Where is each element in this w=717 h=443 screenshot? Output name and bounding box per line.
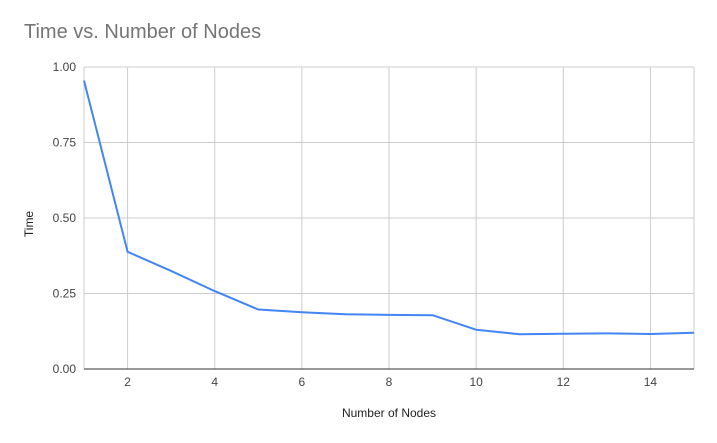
chart-title: Time vs. Number of Nodes bbox=[24, 21, 262, 43]
x-tick-label: 4 bbox=[211, 375, 218, 389]
y-tick-label: 1.00 bbox=[53, 60, 77, 74]
series-layer bbox=[83, 80, 695, 336]
x-tick-label: 2 bbox=[124, 375, 131, 389]
x-tick-label: 6 bbox=[299, 375, 306, 389]
gridlines bbox=[83, 66, 695, 370]
x-tick-label: 10 bbox=[469, 375, 483, 389]
x-axis-label: Number of Nodes bbox=[342, 406, 436, 420]
y-tick-label: 0.25 bbox=[53, 287, 77, 301]
x-tick-label: 8 bbox=[386, 375, 393, 389]
y-tick-label: 0.75 bbox=[53, 136, 77, 150]
y-axis-label: Time bbox=[22, 211, 36, 238]
x-tick-label: 14 bbox=[644, 375, 658, 389]
y-axis-ticks: 0.00 0.25 0.50 0.75 1.00 bbox=[53, 60, 77, 376]
y-tick-label: 0.00 bbox=[53, 362, 77, 376]
y-tick-label: 0.50 bbox=[53, 211, 77, 225]
x-axis-ticks: 2 4 6 8 10 12 14 bbox=[124, 375, 657, 389]
series-line bbox=[83, 80, 695, 336]
x-tick-label: 12 bbox=[557, 375, 571, 389]
